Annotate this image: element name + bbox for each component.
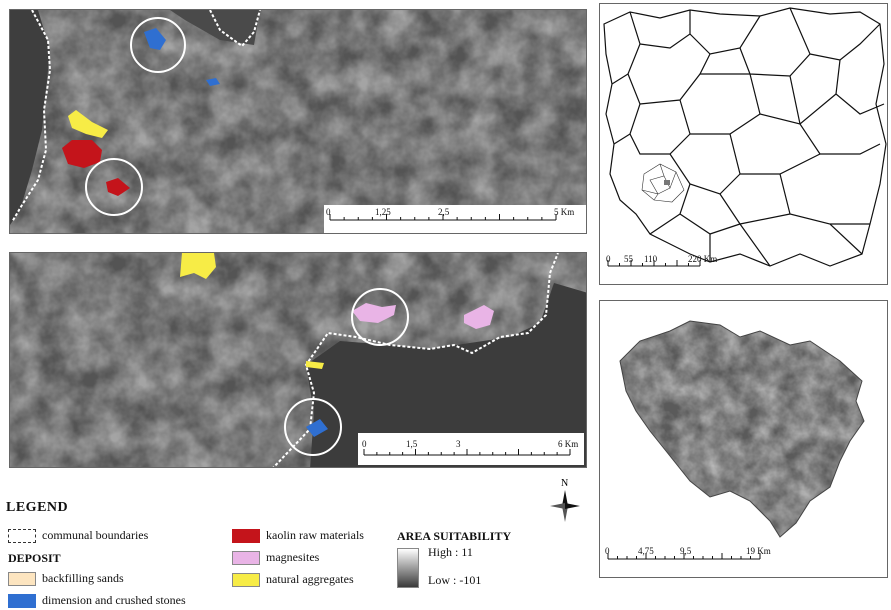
outside-area: [306, 283, 586, 467]
legend-natural-aggregates: natural aggregates: [232, 572, 354, 587]
legend-label: magnesites: [266, 550, 320, 564]
scale-label: 19 Km: [746, 546, 771, 556]
scale-label: 0: [362, 439, 367, 449]
color-swatch: [8, 593, 36, 608]
scale-bar: 0 1,5 3 6 Km: [358, 433, 584, 465]
deposit-natural-aggregates: [180, 253, 216, 279]
deposit-dimension-stones: [306, 419, 328, 437]
commune-boundaries: [641, 163, 685, 203]
scale-label: 4,75: [638, 546, 654, 556]
deposit-magnesites: [464, 305, 494, 329]
suitability-high-label: High : 11: [428, 545, 473, 559]
scale-label: 1,5: [406, 439, 418, 449]
scale-label: 2,5: [438, 207, 450, 217]
voivodeship-boundaries: [603, 7, 887, 267]
color-swatch: [8, 571, 36, 586]
suitability-gradient: [397, 548, 419, 588]
legend-label: communal boundaries: [42, 528, 149, 542]
scale-label: 9,5: [680, 546, 692, 556]
region-suitability-map: 0 4,75 9,5 19 Km: [599, 300, 888, 578]
highlight-circle: [85, 158, 143, 216]
north-arrow: N: [546, 476, 586, 526]
scale-label: 110: [644, 254, 658, 264]
deposit-natural-aggregates: [68, 110, 108, 138]
legend-deposit-title: DEPOSIT: [8, 551, 61, 565]
deposit-magnesites: [352, 303, 396, 323]
scale-label: 0: [606, 254, 611, 264]
dashed-boundary-swatch: [8, 528, 36, 543]
legend-backfilling-sands: backfilling sands: [8, 571, 124, 586]
deposit-dimension-stones: [206, 78, 220, 86]
legend-title: LEGEND: [6, 500, 69, 515]
country-overview-map: 0 55 110 220 Km: [599, 3, 888, 285]
legend-label: dimension and crushed stones: [42, 593, 186, 607]
legend-dimension-stones: dimension and crushed stones: [8, 593, 186, 608]
highlight-circle: [284, 398, 342, 456]
deposit-kaolin: [106, 178, 130, 196]
region-outline: [619, 320, 865, 538]
color-swatch: [232, 572, 260, 587]
suitability-low-label: Low : -101: [428, 573, 482, 587]
color-swatch: [232, 528, 260, 543]
deposit-dimension-stones: [144, 28, 166, 50]
legend-label: backfilling sands: [42, 571, 124, 585]
study-area-highlight: [664, 180, 670, 185]
communal-boundary-line: [272, 253, 559, 467]
scale-label: 55: [624, 254, 634, 264]
legend-suitability-title: AREA SUITABILITY: [397, 529, 512, 543]
scale-label: 1,25: [375, 207, 391, 217]
highlight-circle: [351, 288, 409, 346]
north-label: N: [561, 478, 568, 489]
legend-kaolin: kaolin raw materials: [232, 528, 364, 543]
deposit-natural-aggregates: [306, 361, 324, 369]
color-swatch: [232, 550, 260, 565]
bottom-detail-map: 0 1,5 3 6 Km: [9, 252, 587, 468]
top-detail-map: 0 1,25 2,5 5 Km: [9, 9, 587, 234]
legend-magnesites: magnesites: [232, 550, 319, 565]
scale-label: 0: [326, 207, 331, 217]
deposit-kaolin: [62, 140, 102, 168]
legend-communal-boundaries: communal boundaries: [8, 528, 148, 543]
legend-label: kaolin raw materials: [266, 528, 364, 542]
outside-area: [10, 10, 50, 225]
scale-label: 6 Km: [558, 439, 578, 449]
scale-label: 0: [605, 546, 610, 556]
legend-label: natural aggregates: [266, 572, 354, 586]
communal-boundary-line: [11, 10, 52, 223]
highlight-circle: [130, 17, 186, 73]
scale-label: 3: [456, 439, 461, 449]
scale-bar: 0 4,75 9,5 19 Km: [605, 546, 771, 560]
scale-bar: 0 55 110 220 Km: [606, 254, 717, 267]
scale-bar: 0 1,25 2,5 5 Km: [324, 205, 586, 233]
scale-label: 220 Km: [688, 254, 717, 264]
scale-label: 5 Km: [554, 207, 574, 217]
